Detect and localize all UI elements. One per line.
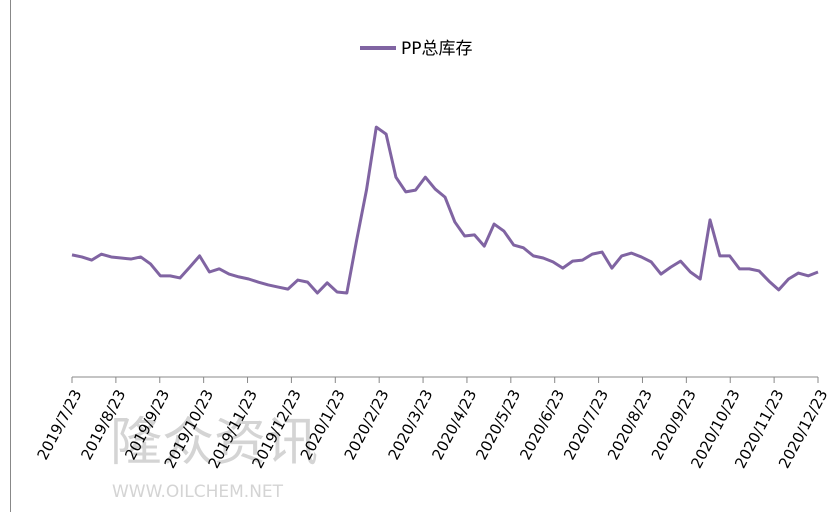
legend-label: PP总库存 [401,39,473,59]
watermark-url: WWW.OILCHEM.NET [112,482,284,502]
series-line [71,125,819,295]
watermark-logo: 隆众资讯 [110,413,318,473]
frame [10,0,835,512]
